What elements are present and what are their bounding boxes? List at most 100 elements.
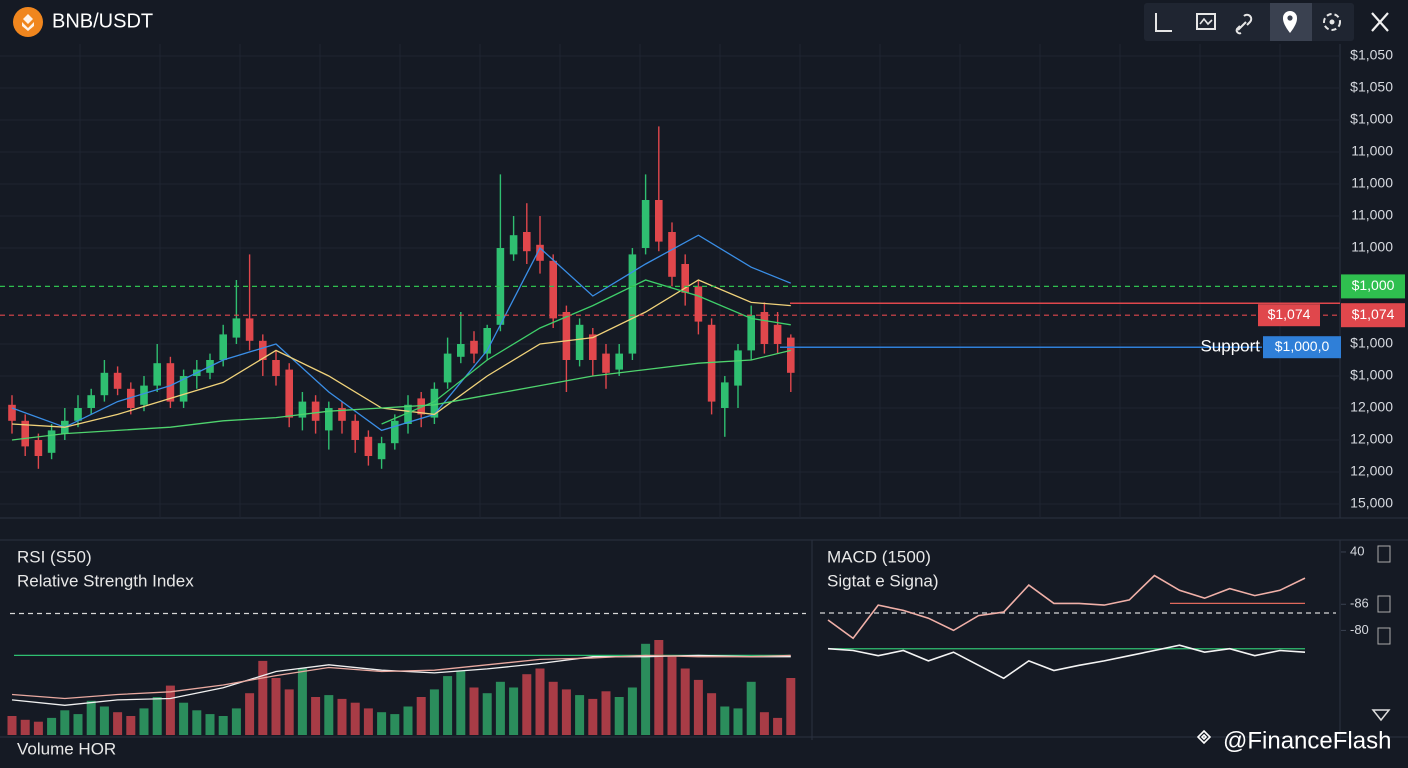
candle-body: [589, 334, 597, 360]
candle-body: [457, 344, 465, 357]
axis-price-tag: [1341, 274, 1405, 299]
axis-box[interactable]: [1377, 595, 1391, 613]
price-tag-label: $1,000,0: [1275, 338, 1330, 354]
candle-body: [575, 324, 584, 360]
candle-body: [377, 443, 386, 460]
axis-box[interactable]: [1377, 545, 1391, 563]
volume-bar: [654, 640, 664, 735]
collapse-arrow[interactable]: [1371, 709, 1391, 722]
y-tick-label: -80: [1350, 622, 1369, 637]
close-button[interactable]: [1371, 12, 1389, 32]
candle-body: [166, 363, 175, 402]
volume-bar: [7, 716, 17, 735]
candle-body: [760, 312, 769, 344]
moving-average: [11, 279, 791, 428]
candle-body: [668, 232, 676, 277]
macd-panel: 40 -86 -80: [820, 543, 1369, 680]
candle-body: [430, 388, 439, 418]
volume-bar: [456, 670, 466, 735]
volume-bar: [245, 693, 255, 735]
axis-price-tag-label: $1,000: [1352, 277, 1395, 293]
volume-bar: [707, 693, 717, 735]
macd-line: [827, 574, 1306, 640]
candle-body: [140, 385, 148, 405]
candle-body: [655, 200, 663, 242]
y-tick-label: 11,000: [1351, 143, 1393, 159]
candle-body: [325, 408, 333, 431]
candle-body: [113, 372, 122, 389]
volume-bar: [746, 681, 756, 735]
candle-body: [470, 340, 478, 354]
candle-body: [74, 408, 82, 421]
candle-body: [787, 337, 795, 373]
volume-bar: [627, 687, 637, 735]
candle-body: [417, 398, 425, 415]
volume-bar: [773, 717, 783, 735]
volume-rsi-panel: [7, 612, 806, 735]
volume-bar: [693, 679, 703, 735]
volume-bar: [377, 712, 387, 735]
volume-bar: [588, 698, 598, 735]
volume-bar: [258, 660, 268, 735]
volume-bar: [271, 678, 281, 735]
candle-body: [615, 353, 623, 370]
volume-bar: [416, 697, 426, 735]
tool-target[interactable]: [1323, 13, 1341, 31]
candle-body: [219, 334, 227, 360]
y-tick-label: $1,050: [1350, 79, 1393, 95]
volume-bar: [33, 721, 43, 735]
candle-body: [602, 353, 610, 373]
rsi-subtitle: Relative Strength Index: [17, 571, 194, 590]
tool-axis[interactable]: [1155, 13, 1172, 32]
candle-body: [681, 264, 689, 293]
volume-bar: [337, 698, 347, 735]
volume-bar: [522, 674, 532, 735]
volume-bar: [429, 689, 439, 735]
volume-bar: [509, 687, 519, 735]
coin-glyph: [22, 14, 34, 31]
volume-bar: [47, 717, 57, 735]
volume-bar: [152, 697, 162, 735]
volume-bar: [733, 708, 743, 735]
volume-bar: [667, 655, 677, 735]
volume-bar: [113, 712, 123, 735]
volume-bar: [297, 668, 307, 735]
candle-body: [259, 340, 267, 360]
price-tag-label: $1,074: [1268, 306, 1311, 322]
candle-body: [232, 318, 241, 338]
candle-body: [391, 420, 399, 444]
volume-bar: [469, 687, 479, 735]
volume-bar: [548, 681, 558, 735]
candle-body: [694, 286, 703, 322]
tool-pin[interactable]: [1283, 11, 1297, 33]
tool-chart[interactable]: [1196, 13, 1216, 30]
candle-body: [298, 401, 307, 418]
volume-bar: [614, 697, 624, 735]
volume-bar: [311, 697, 321, 735]
volume-bar: [20, 719, 30, 735]
y-tick-label: $1,050: [1350, 47, 1393, 63]
y-tick-label: $1,000: [1350, 111, 1393, 127]
moving-average: [11, 349, 791, 441]
candle-body: [272, 360, 280, 376]
tool-link[interactable]: [1235, 13, 1253, 35]
candle-body: [562, 312, 571, 360]
volume-bar: [482, 693, 492, 735]
volume-bar: [218, 716, 228, 735]
volume-bar: [443, 676, 453, 735]
volume-bar: [192, 710, 202, 735]
candle-body: [127, 388, 135, 408]
candle-body: [179, 376, 188, 402]
candle-body: [338, 408, 346, 421]
tool-chart-line: [1199, 17, 1213, 26]
volume-bar: [535, 668, 545, 735]
price-line-text: Support: [1200, 337, 1260, 356]
axis-box[interactable]: [1377, 627, 1391, 645]
macd-subtitle: Sigtat e Signa): [827, 571, 939, 590]
volume-bar: [86, 700, 96, 735]
candle-body: [8, 404, 16, 421]
volume-bar: [179, 702, 189, 735]
volume-bar: [786, 678, 796, 735]
